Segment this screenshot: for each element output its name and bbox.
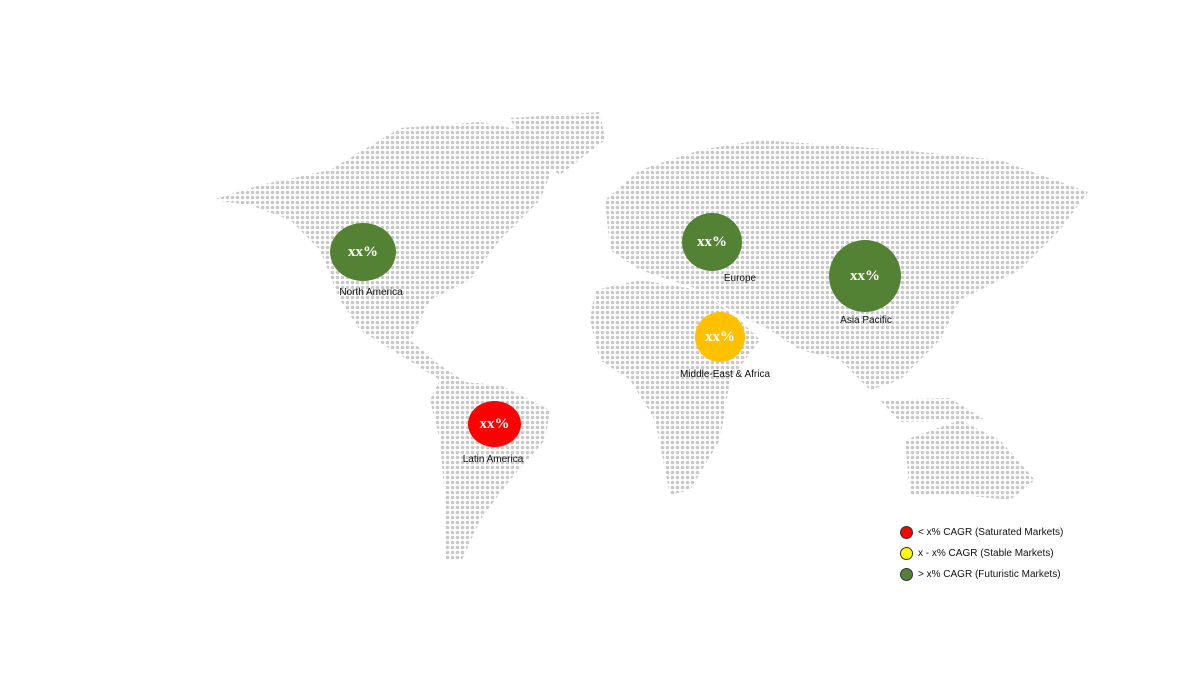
- bubble-asia-pacific: xx%: [829, 240, 901, 312]
- legend-label: > x% CAGR (Futuristic Markets): [918, 569, 1061, 580]
- label-latin-america: Latin America: [462, 454, 524, 465]
- value-europe: xx%: [697, 233, 727, 250]
- label-asia-pacific: Asia Pacific: [840, 315, 892, 326]
- bubble-north-america: xx%: [330, 223, 396, 281]
- label-middle-east-africa: Middle-East & Africa: [679, 369, 771, 380]
- legend-item-saturated: < x% CAGR (Saturated Markets): [900, 522, 1063, 543]
- continent-greenland: [510, 112, 605, 175]
- legend-label: < x% CAGR (Saturated Markets): [918, 527, 1064, 538]
- bubble-latin-america: xx%: [468, 401, 521, 447]
- bubble-europe: xx%: [682, 213, 742, 271]
- legend-label: x - x% CAGR (Stable Markets): [918, 548, 1054, 559]
- value-north-america: xx%: [348, 243, 378, 260]
- legend-item-futuristic: > x% CAGR (Futuristic Markets): [900, 564, 1063, 585]
- green-dot-icon: [900, 568, 913, 581]
- legend: < x% CAGR (Saturated Markets) x - x% CAG…: [900, 522, 1063, 585]
- value-middle-east-africa: xx%: [705, 328, 735, 345]
- label-north-america: North America: [339, 287, 403, 298]
- continent-indonesia: [880, 398, 985, 422]
- value-latin-america: xx%: [479, 415, 510, 432]
- bubble-middle-east-africa: xx%: [695, 312, 745, 362]
- yellow-dot-icon: [900, 547, 913, 560]
- red-dot-icon: [900, 526, 913, 539]
- continent-australia: [905, 420, 1035, 500]
- value-asia-pacific: xx%: [850, 267, 880, 284]
- label-europe: Europe: [723, 273, 757, 284]
- legend-item-stable: x - x% CAGR (Stable Markets): [900, 543, 1063, 564]
